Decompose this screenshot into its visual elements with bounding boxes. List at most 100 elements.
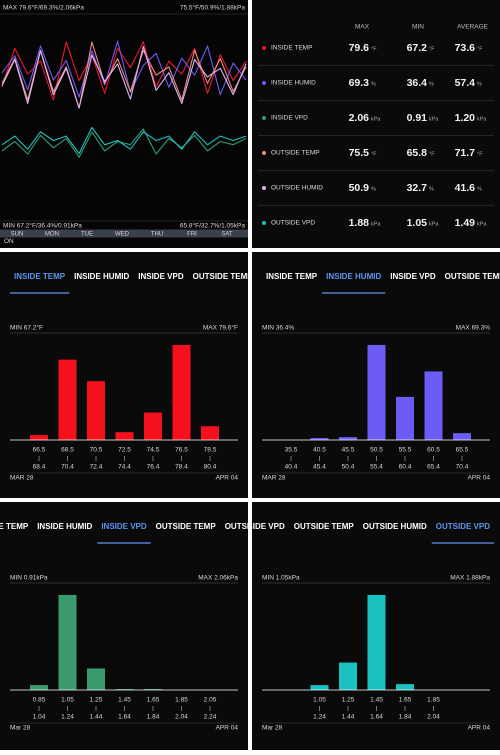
stat-value: 69.3 bbox=[349, 77, 370, 89]
day-label: TUE bbox=[81, 232, 93, 238]
tab-bar: INSIDE TEMP INSIDE HUMID INSIDE VPD OUTSIDE… bbox=[266, 272, 500, 281]
legend-dot bbox=[262, 186, 266, 190]
bar bbox=[115, 432, 134, 440]
stat-unit: % bbox=[429, 186, 434, 192]
tab[interactable]: OUTSIDE HUMID bbox=[363, 522, 427, 531]
histogram-card: INSIDE TEMP INSIDE HUMID INSIDE VPD OUTSIDE… bbox=[262, 272, 500, 482]
bar bbox=[310, 438, 329, 440]
bin-low-label: 2.05 bbox=[204, 697, 217, 704]
stat-value: 50.9 bbox=[349, 182, 370, 194]
bin-high-label: 60.4 bbox=[399, 464, 412, 471]
bin-low-label: 1.25 bbox=[90, 697, 103, 704]
bar bbox=[396, 684, 414, 690]
bin-low-label: 72.5 bbox=[118, 447, 131, 454]
bin-high-label: 74.4 bbox=[118, 464, 131, 471]
tab[interactable]: OUTSIDE VPD bbox=[436, 522, 490, 531]
bin-low-label: 55.5 bbox=[399, 447, 412, 454]
stat-value: 32.7 bbox=[407, 182, 428, 194]
min-label: MIN 67.2°F/36.4%/0.91kPa bbox=[3, 222, 82, 230]
legend-dot bbox=[262, 116, 266, 120]
histogram-card: INSIDE TEMP INSIDE HUMID INSIDE VPD OUTSIDE… bbox=[10, 272, 254, 482]
bin-low-label: 1.65 bbox=[147, 697, 160, 704]
stat-value: 79.6 bbox=[349, 42, 370, 54]
bin-low-label: 0.85 bbox=[33, 697, 46, 704]
sensor-line bbox=[1, 128, 247, 158]
bin-high-label: 2.04 bbox=[427, 714, 440, 721]
tab-bar: INSIDE TEMP INSIDE HUMID INSIDE VPD OUTSIDE… bbox=[14, 272, 254, 281]
bin-high-label: 1.44 bbox=[342, 714, 355, 721]
tab[interactable]: INSIDE VPD bbox=[138, 272, 184, 281]
tab[interactable]: OUTSIDE HUMID bbox=[225, 522, 289, 531]
tab[interactable]: INSIDE HUMID bbox=[326, 272, 381, 281]
range-max: MAX 69.3% bbox=[456, 325, 491, 332]
sensor-line bbox=[1, 126, 247, 155]
bar bbox=[310, 685, 329, 690]
tab[interactable]: INSIDE HUMID bbox=[37, 522, 92, 531]
stat-unit: °F bbox=[429, 46, 435, 52]
day-label: FRI bbox=[187, 232, 197, 238]
day-label: THU bbox=[151, 232, 163, 238]
tab[interactable]: INSIDE TEMP bbox=[0, 522, 29, 531]
range-min: MIN 36.4% bbox=[262, 325, 294, 332]
bin-high-label: 50.4 bbox=[342, 464, 355, 471]
row-name: INSIDE HUMID bbox=[271, 80, 316, 87]
histogram-panel bbox=[0, 252, 248, 498]
bar bbox=[115, 689, 134, 690]
sensor-line bbox=[1, 45, 247, 109]
tab[interactable]: INSIDE TEMP bbox=[14, 272, 66, 281]
max-label: 75.5°F/50.9%/1.88kPa bbox=[180, 4, 245, 12]
day-strip bbox=[0, 229, 248, 238]
bin-high-label: 76.4 bbox=[147, 464, 160, 471]
tab[interactable]: INSIDE VPD bbox=[390, 272, 436, 281]
start-date: Mar 28 bbox=[262, 725, 283, 732]
start-date: MAR 28 bbox=[10, 475, 34, 482]
end-date: APR 04 bbox=[216, 725, 239, 732]
stat-value: 1.49 bbox=[455, 217, 476, 229]
stat-unit: °F bbox=[429, 151, 435, 157]
end-date: APR 04 bbox=[468, 475, 491, 482]
bin-low-label: 1.05 bbox=[61, 697, 74, 704]
bin-high-label: 70.4 bbox=[61, 464, 74, 471]
tab[interactable]: OUTSIDE TEMP bbox=[156, 522, 217, 531]
stat-value: 67.2 bbox=[407, 42, 428, 54]
tab[interactable]: INSIDE VPD bbox=[239, 522, 285, 531]
range-min: MIN 0.91kPa bbox=[10, 575, 48, 582]
bin-high-label: 2.24 bbox=[204, 714, 217, 721]
stat-value: 1.05 bbox=[407, 217, 428, 229]
bin-low-label: 50.5 bbox=[370, 447, 383, 454]
row-name: OUTSIDE VPD bbox=[271, 220, 315, 227]
bar bbox=[453, 433, 471, 440]
bin-low-label: 1.85 bbox=[175, 697, 188, 704]
bin-low-label: 1.65 bbox=[399, 697, 412, 704]
overview-panel bbox=[0, 0, 248, 248]
tab[interactable]: INSIDE TEMP bbox=[266, 272, 318, 281]
bin-high-label: 70.4 bbox=[456, 464, 469, 471]
stat-unit: kPa bbox=[477, 116, 487, 122]
stat-unit: % bbox=[371, 81, 376, 87]
bin-high-label: 1.84 bbox=[399, 714, 412, 721]
row-name: OUTSIDE HUMID bbox=[271, 185, 323, 192]
legend-dot bbox=[262, 81, 266, 85]
stat-unit: kPa bbox=[477, 221, 487, 227]
range-min: MIN 67.2°F bbox=[10, 324, 43, 332]
tab[interactable]: INSIDE HUMID bbox=[74, 272, 129, 281]
bin-low-label: 40.5 bbox=[313, 447, 326, 454]
day-label: WED bbox=[115, 232, 130, 238]
bar bbox=[58, 359, 77, 440]
bar bbox=[339, 437, 357, 440]
legend-dot bbox=[262, 46, 266, 50]
bar bbox=[87, 668, 105, 690]
tab[interactable]: OUTSIDE TEMP bbox=[294, 522, 355, 531]
legend-dot bbox=[262, 151, 266, 155]
row-name: INSIDE TEMP bbox=[271, 45, 312, 52]
bin-high-label: 1.24 bbox=[61, 714, 74, 721]
tab[interactable]: INSIDE VPD bbox=[101, 522, 147, 531]
bar bbox=[424, 371, 443, 440]
tab[interactable]: OUTSIDE TEMP bbox=[193, 272, 254, 281]
stat-value: 75.5 bbox=[349, 147, 370, 159]
tab[interactable]: OUTSIDE TEMP bbox=[445, 272, 500, 281]
bin-low-label: 78.5 bbox=[204, 447, 217, 454]
stat-value: 41.6 bbox=[455, 182, 476, 194]
bin-low-label: 76.5 bbox=[175, 447, 188, 454]
